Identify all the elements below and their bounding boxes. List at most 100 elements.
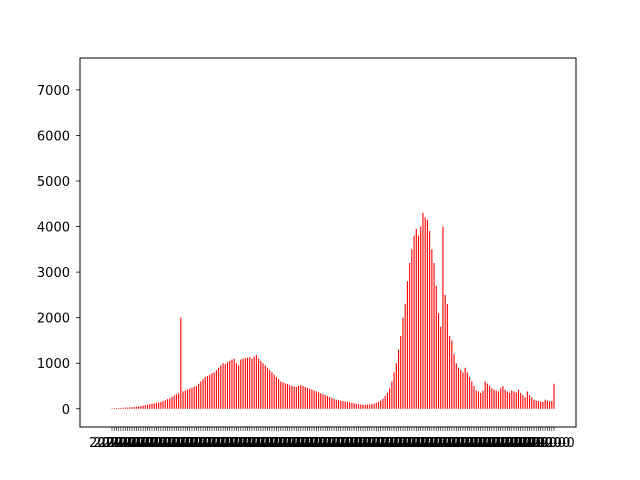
x-tick-label: 2020-0	[329, 436, 375, 451]
bar	[133, 406, 135, 409]
bar	[393, 372, 395, 409]
bar	[404, 304, 406, 409]
bar	[480, 392, 482, 409]
bar	[235, 363, 237, 409]
y-tick-label: 6000	[37, 129, 70, 144]
bar	[233, 358, 235, 409]
x-tick-label: 2020-0	[298, 436, 344, 451]
bar	[484, 381, 486, 409]
x-tick-label: 2020-0	[213, 436, 259, 451]
bar	[175, 394, 177, 409]
x-tick-label: 2020-0	[125, 436, 171, 451]
bar	[464, 367, 466, 409]
x-tick-label: 2020-0	[262, 436, 308, 451]
bar	[491, 388, 493, 409]
x-tick-label: 2020-0	[271, 436, 317, 451]
bar	[395, 363, 397, 409]
y-tick-label: 7000	[37, 84, 70, 99]
bar	[215, 370, 217, 409]
x-tick-label: 2020-0	[249, 436, 295, 451]
bar	[173, 395, 175, 409]
bar	[520, 392, 522, 409]
x-tick-label: 2020-0	[204, 436, 250, 451]
bar	[278, 379, 280, 409]
bar	[120, 407, 122, 409]
x-tick-label: 2020-0	[524, 436, 570, 451]
x-tick-label: 2020-0	[93, 436, 139, 451]
x-tick-label: 2020-0	[444, 436, 490, 451]
bar	[473, 386, 475, 409]
bar	[298, 386, 300, 409]
bar	[306, 387, 309, 409]
bar	[486, 383, 488, 409]
bar	[218, 367, 220, 409]
bar	[333, 398, 335, 409]
bar	[457, 367, 460, 409]
bar	[475, 390, 477, 409]
bar	[377, 401, 380, 409]
bar	[504, 389, 506, 409]
x-tick-label: 2020-0	[369, 436, 415, 451]
y-tick-label: 2000	[37, 312, 70, 327]
bar	[413, 235, 415, 409]
x-tick-label: 2020-0	[164, 436, 210, 451]
bar	[529, 395, 531, 409]
x-tick-label: 2020-0	[267, 436, 313, 451]
bar	[184, 390, 186, 409]
y-axis: 0 1000 2000 3000 4000 5000 6000 7000	[37, 84, 80, 418]
x-tick-label: 2020-0	[196, 436, 242, 451]
bar	[466, 372, 468, 409]
bar	[244, 358, 246, 409]
x-tick-label: 2020-0	[169, 436, 215, 451]
bar	[158, 402, 160, 409]
bar	[224, 364, 226, 409]
x-tick-label: 2020-0	[244, 436, 290, 451]
x-tick-label: 2020-0	[475, 436, 521, 451]
bar	[351, 402, 353, 409]
bar	[364, 404, 366, 409]
bar	[449, 335, 451, 409]
x-tick-label: 2020-0	[316, 436, 362, 451]
bar	[386, 392, 388, 409]
x-tick-label: 2020-0	[400, 436, 446, 451]
x-tick-label: 2020-0	[320, 436, 366, 451]
x-tick-label: 2020-0	[116, 436, 162, 451]
bar	[546, 400, 548, 409]
bar	[515, 392, 517, 409]
bar	[437, 313, 440, 409]
x-tick-label: 2020-0	[142, 436, 188, 451]
bar	[462, 372, 464, 409]
x-tick-label: 2020-0	[89, 436, 135, 451]
bar	[200, 381, 202, 409]
x-tick-label: 2020-0	[102, 436, 148, 451]
bar	[260, 360, 262, 409]
bar	[146, 404, 149, 409]
x-tick-label: 2020-0	[276, 436, 322, 451]
bar	[138, 406, 140, 409]
bar	[140, 406, 142, 409]
bar	[533, 399, 535, 409]
bar	[326, 396, 329, 409]
x-tick-label: 2020-0	[484, 436, 530, 451]
bar	[391, 381, 393, 409]
bar	[446, 304, 448, 409]
bar	[409, 263, 411, 409]
bar	[493, 389, 495, 409]
x-tick-label: 2020-0	[480, 436, 526, 451]
bar	[198, 383, 200, 409]
bar	[169, 398, 171, 409]
x-tick-label: 2020-0	[138, 436, 184, 451]
x-tick-label: 2020-0	[409, 436, 455, 451]
bar	[360, 404, 362, 409]
x-tick-label: 2020-0	[173, 436, 219, 451]
bar	[444, 294, 446, 409]
bar	[320, 393, 322, 409]
plot-frame	[79, 57, 577, 428]
x-tick-label: 2020-0	[284, 436, 330, 451]
bar	[366, 404, 368, 409]
bar	[340, 400, 342, 409]
bar	[204, 376, 206, 409]
x-tick-label: 2020-0	[231, 436, 277, 451]
x-tick-label: 2020-0	[253, 436, 299, 451]
bar	[553, 383, 555, 409]
